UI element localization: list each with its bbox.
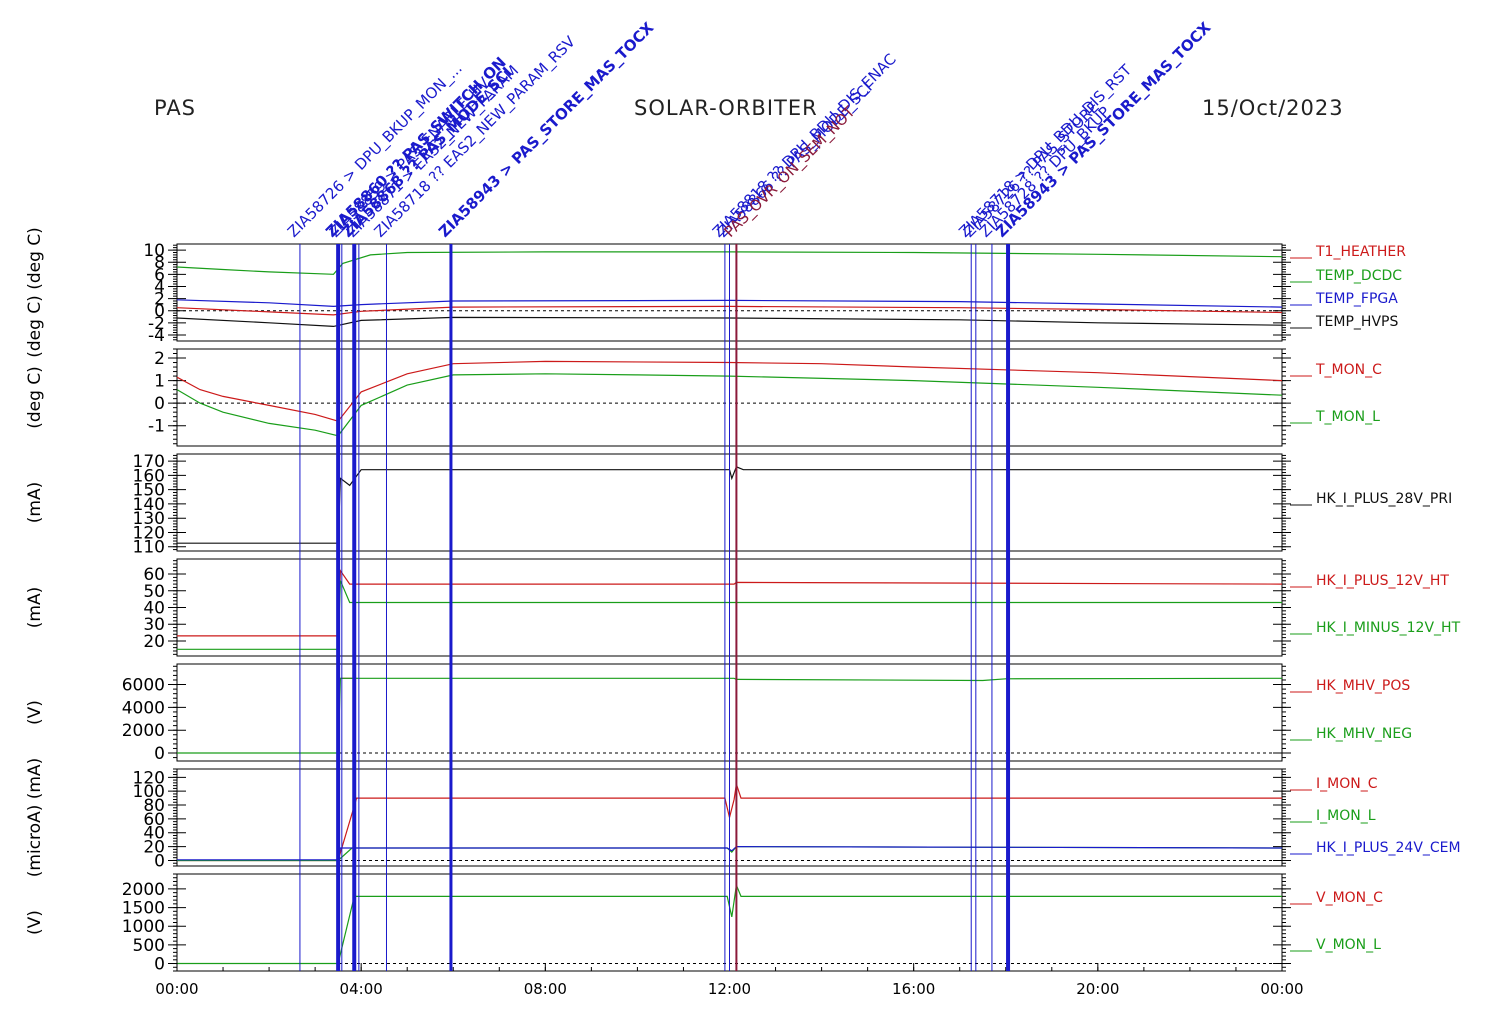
y-tick-label: 120: [133, 768, 165, 788]
legend-label: TEMP_DCDC: [1315, 268, 1402, 284]
y-tick-label: 2: [154, 290, 165, 310]
x-tick-label: 16:00: [892, 980, 935, 998]
y-tick-label: -1: [148, 417, 165, 437]
y-axis-label: (mA): [25, 482, 45, 523]
y-tick-label: 4000: [122, 698, 165, 718]
y-tick-label: 6000: [122, 676, 165, 696]
legend-label: I_MON_L: [1316, 808, 1376, 824]
y-tick-label: 160: [133, 466, 165, 486]
y-tick-label: 150: [133, 481, 165, 501]
y-tick-label: 140: [133, 495, 165, 515]
legend-label: HK_I_MINUS_12V_HT: [1316, 620, 1461, 636]
series-line-temp_fpga: [176, 299, 1283, 308]
y-tick-label: 6: [154, 265, 165, 285]
y-tick-label: 0: [154, 851, 165, 871]
y-tick-label: 30: [143, 615, 165, 635]
x-axis: 00:00 04:00 08:00 12:00 16:00 20:00 00:00: [155, 963, 1304, 998]
event-markers: ZIA58726 > DPU_BKUP_MON_...ZIA58860 ?? P…: [284, 18, 1215, 971]
y-axis-label: (deg C) (deg C): [25, 227, 45, 358]
y-tick-label: 0: [154, 302, 165, 322]
y-axis-label: (microA) (mA): [25, 758, 45, 877]
series-line-t1_heather: [176, 305, 1283, 316]
legend-label: T1_HEATHER: [1315, 244, 1406, 260]
y-axis-label: (deg C): [25, 366, 45, 429]
y-tick-label: 0: [154, 955, 165, 975]
y-tick-label: 40: [143, 824, 165, 844]
y-tick-label: 120: [133, 523, 165, 543]
legend-label: V_MON_C: [1316, 890, 1383, 906]
legend-label: HK_I_PLUS_28V_PRI: [1316, 491, 1452, 507]
y-tick-label: 10: [143, 241, 165, 261]
mission-label: SOLAR-ORBITER: [634, 96, 818, 120]
y-tick-label: 1: [154, 372, 165, 392]
x-tick-label: 00:00: [1260, 980, 1303, 998]
y-tick-label: 100: [133, 782, 165, 802]
y-tick-label: 170: [133, 452, 165, 472]
x-tick-label: 04:00: [340, 980, 383, 998]
y-tick-label: 2000: [122, 721, 165, 741]
x-tick-label: 08:00: [524, 980, 567, 998]
chart-header: PAS SOLAR-ORBITER 15/Oct/2023: [0, 0, 1512, 140]
y-tick-label: 2: [154, 349, 165, 369]
y-axis-label: (mA): [25, 587, 45, 628]
event-label: PAS_OVR_ON_SEM_NOT: [721, 102, 860, 241]
legend-label: HK_I_PLUS_24V_CEM: [1316, 840, 1461, 856]
y-tick-label: 130: [133, 509, 165, 529]
event-label: ZIA58726 ?? PAS_STORE: [960, 98, 1103, 241]
y-tick-label: 40: [143, 599, 165, 619]
y-tick-label: 60: [143, 810, 165, 830]
series-line-i_mon_c: [177, 784, 1282, 862]
y-tick-label: 80: [143, 796, 165, 816]
legend-label: I_MON_C: [1316, 776, 1378, 792]
legend-label: TEMP_HVPS: [1315, 314, 1398, 330]
y-tick-label: -4: [148, 326, 165, 346]
y-tick-label: 8: [154, 253, 165, 273]
y-tick-label: -2: [148, 314, 165, 334]
y-tick-label: 0: [154, 394, 165, 414]
legend-label: T_MON_L: [1315, 409, 1380, 425]
legend-label: V_MON_L: [1316, 937, 1381, 953]
x-tick-label: 20:00: [1076, 980, 1119, 998]
y-tick-label: 20: [143, 632, 165, 652]
legend-label: HK_MHV_NEG: [1316, 726, 1412, 742]
x-tick-label: 00:00: [155, 980, 198, 998]
series-line-temp_dcdc: [176, 251, 1283, 275]
series-line-t_mon_c: [176, 360, 1283, 422]
event-label: ZIA58943 > PAS_STORE_MAS_TOCX: [992, 18, 1215, 241]
legend-label: TEMP_FPGA: [1315, 291, 1398, 307]
y-tick-label: 1500: [122, 899, 165, 919]
legend-label: HK_I_PLUS_12V_HT: [1316, 573, 1449, 589]
legend-label: HK_MHV_POS: [1316, 678, 1410, 694]
instrument-label: PAS: [154, 96, 197, 120]
event-label: ZIA58728 ?? DPU_BKUP: [976, 103, 1115, 242]
y-tick-label: 4: [154, 277, 165, 297]
legend-label: T_MON_C: [1315, 362, 1382, 378]
date-label: 15/Oct/2023: [1202, 96, 1344, 120]
panel-2: -1 01 2 (deg C) T_MON_C T_MON_L: [25, 348, 1382, 447]
y-tick-label: 20: [143, 838, 165, 858]
y-tick-label: 0: [154, 744, 165, 764]
series-line-temp_hvps: [176, 316, 1283, 328]
y-tick-label: 500: [133, 936, 165, 956]
y-axis-label: (V): [25, 910, 45, 935]
y-tick-label: 60: [143, 565, 165, 585]
y-axis-label: (V): [25, 700, 45, 725]
series-line-t_mon_l: [176, 373, 1283, 437]
y-tick-label: 50: [143, 582, 165, 602]
y-tick-label: 110: [133, 538, 165, 558]
y-tick-label: 1000: [122, 917, 165, 937]
y-tick-label: 2000: [122, 880, 165, 900]
x-tick-label: 12:00: [708, 980, 751, 998]
series-line-hk_i_minus_12v_ht: [177, 580, 1282, 650]
